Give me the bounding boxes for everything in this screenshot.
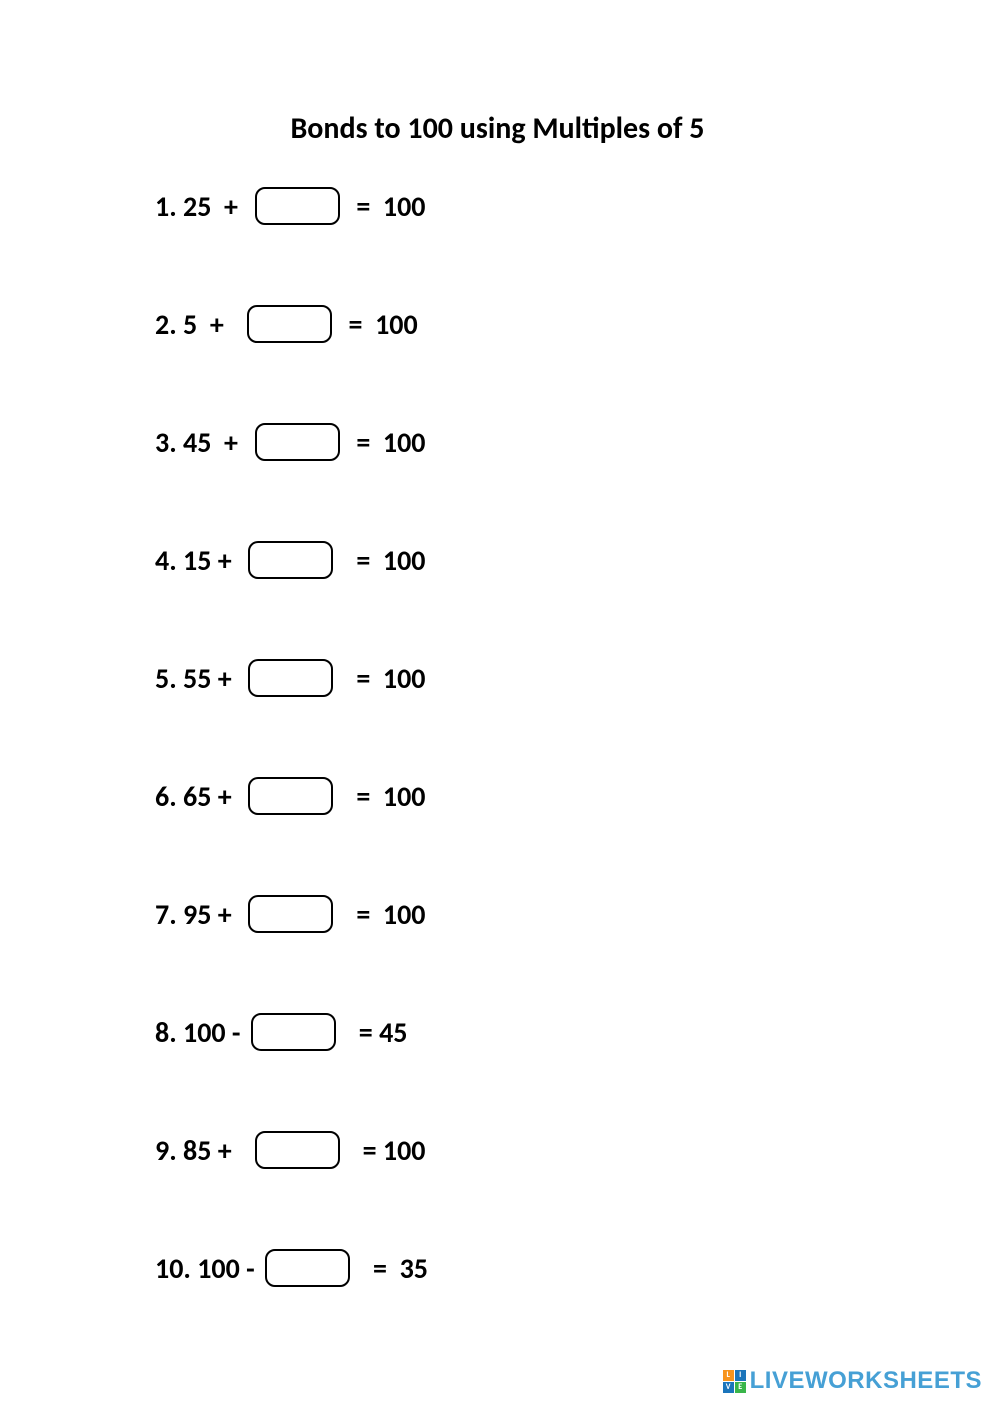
question-row: 7. 95 + = 100: [155, 895, 900, 933]
answer-input[interactable]: [248, 777, 333, 815]
question-left: 55 +: [177, 661, 245, 696]
worksheet-title: Bonds to 100 using Multiples of 5: [95, 110, 900, 147]
question-number: 7.: [155, 897, 177, 932]
question-number: 10.: [155, 1251, 191, 1286]
question-right: = 100: [337, 779, 425, 814]
answer-input[interactable]: [255, 1131, 340, 1169]
question-left: 100 -: [177, 1015, 247, 1050]
logo-cell: V: [723, 1382, 734, 1393]
worksheet-container: Bonds to 100 using Multiples of 5 1. 25 …: [0, 0, 1000, 1287]
question-right: = 35: [354, 1251, 428, 1286]
question-number: 4.: [155, 543, 177, 578]
question-left: 25 +: [177, 189, 251, 224]
answer-input[interactable]: [247, 305, 332, 343]
answer-input[interactable]: [265, 1249, 350, 1287]
question-right: = 45: [340, 1015, 408, 1050]
answer-input[interactable]: [251, 1013, 336, 1051]
answer-input[interactable]: [248, 659, 333, 697]
question-right: = 100: [337, 661, 425, 696]
question-left: 65 +: [177, 779, 245, 814]
logo-cell: L: [723, 1370, 734, 1381]
question-number: 2.: [155, 307, 177, 342]
question-left: 15 +: [177, 543, 245, 578]
question-left: 45 +: [177, 425, 251, 460]
answer-input[interactable]: [248, 895, 333, 933]
question-row: 4. 15 + = 100: [155, 541, 900, 579]
question-right: = 100: [344, 189, 426, 224]
question-row: 9. 85 + = 100: [155, 1131, 900, 1169]
question-number: 6.: [155, 779, 177, 814]
question-right: = 100: [344, 1133, 426, 1168]
question-left: 5 +: [177, 307, 243, 342]
question-row: 5. 55 + = 100: [155, 659, 900, 697]
question-row: 10. 100 - = 35: [155, 1249, 900, 1287]
question-number: 1.: [155, 189, 177, 224]
answer-input[interactable]: [255, 187, 340, 225]
question-number: 8.: [155, 1015, 177, 1050]
question-number: 9.: [155, 1133, 177, 1168]
watermark-text: LIVEWORKSHEETS: [750, 1367, 982, 1395]
question-row: 1. 25 + = 100: [155, 187, 900, 225]
watermark-logo-icon: L I V E: [723, 1370, 746, 1393]
question-right: = 100: [344, 425, 426, 460]
question-row: 6. 65 + = 100: [155, 777, 900, 815]
question-right: = 100: [337, 897, 425, 932]
question-row: 2. 5 + = 100: [155, 305, 900, 343]
question-number: 3.: [155, 425, 177, 460]
watermark: L I V E LIVEWORKSHEETS: [723, 1367, 982, 1395]
question-right: = 100: [336, 307, 418, 342]
question-row: 3. 45 + = 100: [155, 423, 900, 461]
question-left: 95 +: [177, 897, 245, 932]
question-left: 85 +: [177, 1133, 251, 1168]
answer-input[interactable]: [248, 541, 333, 579]
logo-cell: I: [735, 1370, 746, 1381]
question-right: = 100: [337, 543, 425, 578]
logo-cell: E: [735, 1382, 746, 1393]
question-list: 1. 25 + = 100 2. 5 + = 100 3. 45 + = 100…: [155, 187, 900, 1287]
answer-input[interactable]: [255, 423, 340, 461]
question-row: 8. 100 - = 45: [155, 1013, 900, 1051]
question-left: 100 -: [191, 1251, 261, 1286]
question-number: 5.: [155, 661, 177, 696]
